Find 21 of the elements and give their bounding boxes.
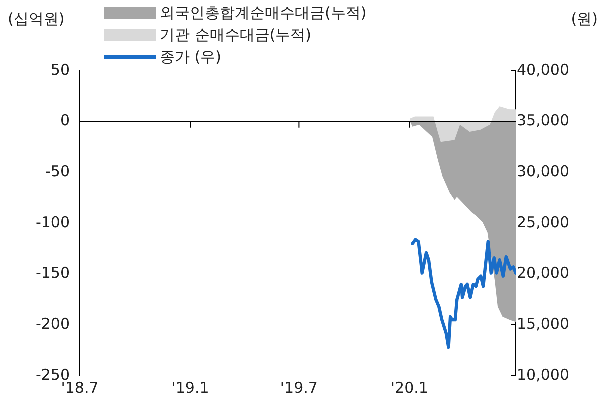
legend-label: 기관 순매수대금(누적) (160, 26, 312, 44)
y2-tick-label: 15,000 (517, 315, 570, 334)
y2-tick-label: 40,000 (517, 60, 570, 79)
y2-tick-label: 20,000 (517, 264, 570, 282)
legend-label: 종가 (우) (160, 48, 222, 66)
y2-tick-label: 30,000 (517, 162, 570, 181)
y-tick-label: -100 (36, 213, 70, 232)
y-tick-label: 0 (60, 112, 70, 130)
y2-tick-label: 10,000 (517, 366, 570, 384)
y2-tick-label: 35,000 (517, 112, 570, 130)
y2-axis-title: (원) (571, 10, 598, 29)
x-tick-label: '20.1 (390, 378, 428, 397)
x-tick-label: '19.1 (172, 378, 210, 397)
y-tick-label: -200 (36, 315, 70, 334)
legend-label: 외국인총합계순매수대금(누적) (160, 4, 367, 22)
y-axis-title: (십억원) (8, 10, 65, 29)
y-tick-label: -50 (46, 162, 70, 181)
y-tick-label: -150 (36, 264, 70, 282)
y-tick-label: 50 (50, 60, 70, 79)
y2-tick-label: 25,000 (517, 213, 570, 232)
x-tick-label: '19.7 (280, 378, 318, 397)
